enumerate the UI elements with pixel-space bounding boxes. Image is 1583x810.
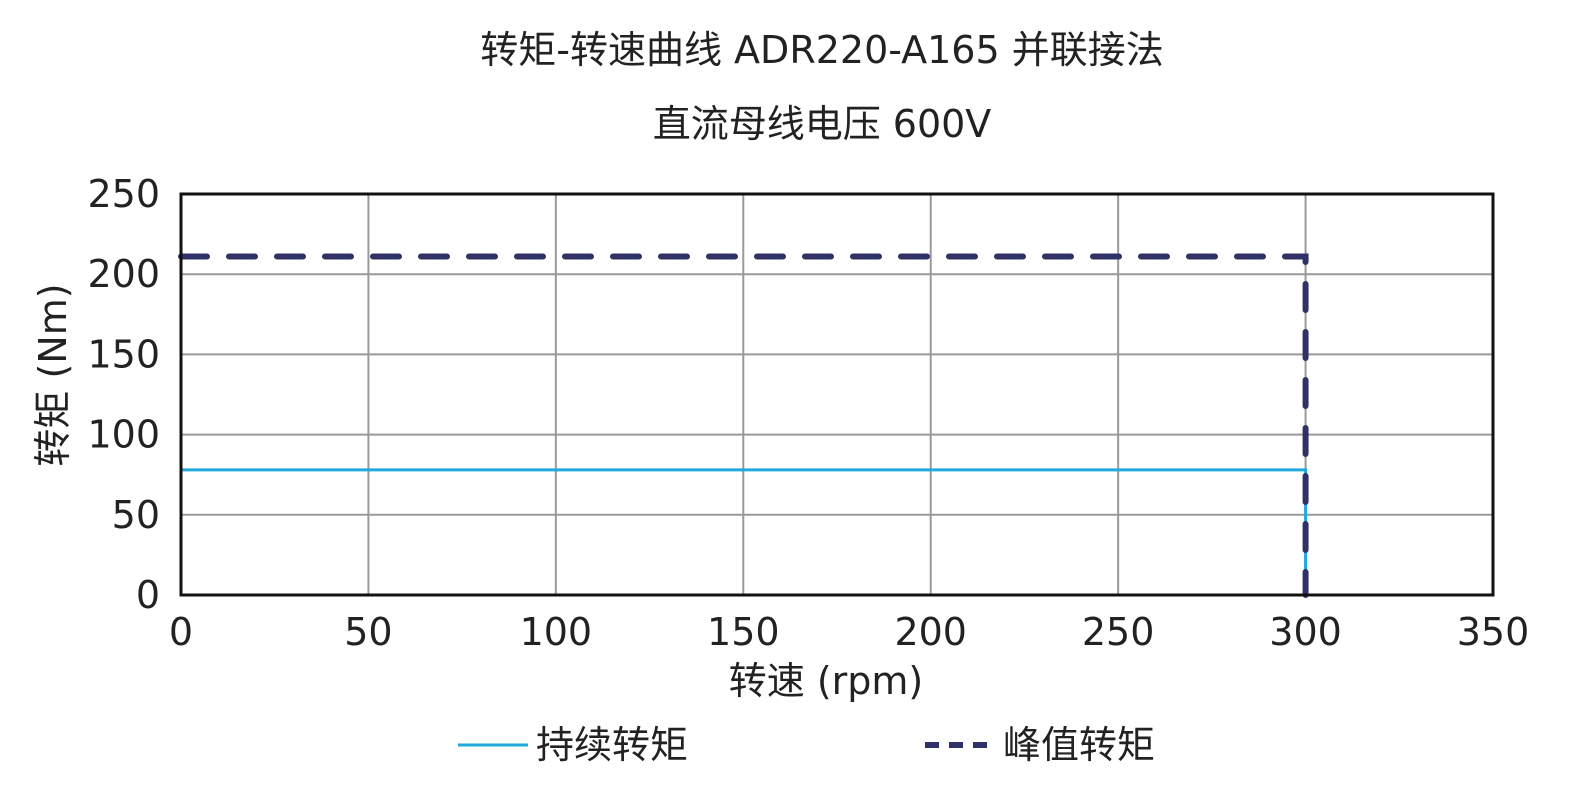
x-tick-label: 200	[894, 610, 967, 654]
x-tick-label: 0	[169, 610, 193, 654]
chart-title: 转矩-转速曲线 ADR220-A165 并联接法	[480, 28, 1163, 72]
series-line-peak-torque	[178, 253, 1309, 598]
chart-subtitle: 直流母线电压 600V	[653, 102, 992, 146]
y-tick-label: 50	[112, 493, 160, 537]
x-tick-label: 250	[1082, 610, 1155, 654]
legend-label: 峰值转矩	[1003, 723, 1155, 767]
y-axis-label: 转矩 (Nm)	[31, 283, 75, 466]
y-tick-label: 0	[136, 573, 160, 617]
series-line-continuous-torque	[179, 468, 1308, 597]
x-tick-label: 150	[707, 610, 780, 654]
legend-label: 持续转矩	[536, 723, 688, 767]
x-axis-label: 转速 (rpm)	[729, 659, 924, 703]
x-tick-label: 350	[1457, 610, 1530, 654]
plot-frame	[179, 192, 1495, 597]
y-tick-label: 200	[87, 252, 160, 296]
y-tick-label: 250	[87, 172, 160, 216]
x-tick-label: 300	[1269, 610, 1342, 654]
y-tick-label: 150	[87, 332, 160, 376]
y-tick-label: 100	[87, 413, 160, 457]
x-tick-label: 100	[520, 610, 593, 654]
x-tick-label: 50	[344, 610, 392, 654]
